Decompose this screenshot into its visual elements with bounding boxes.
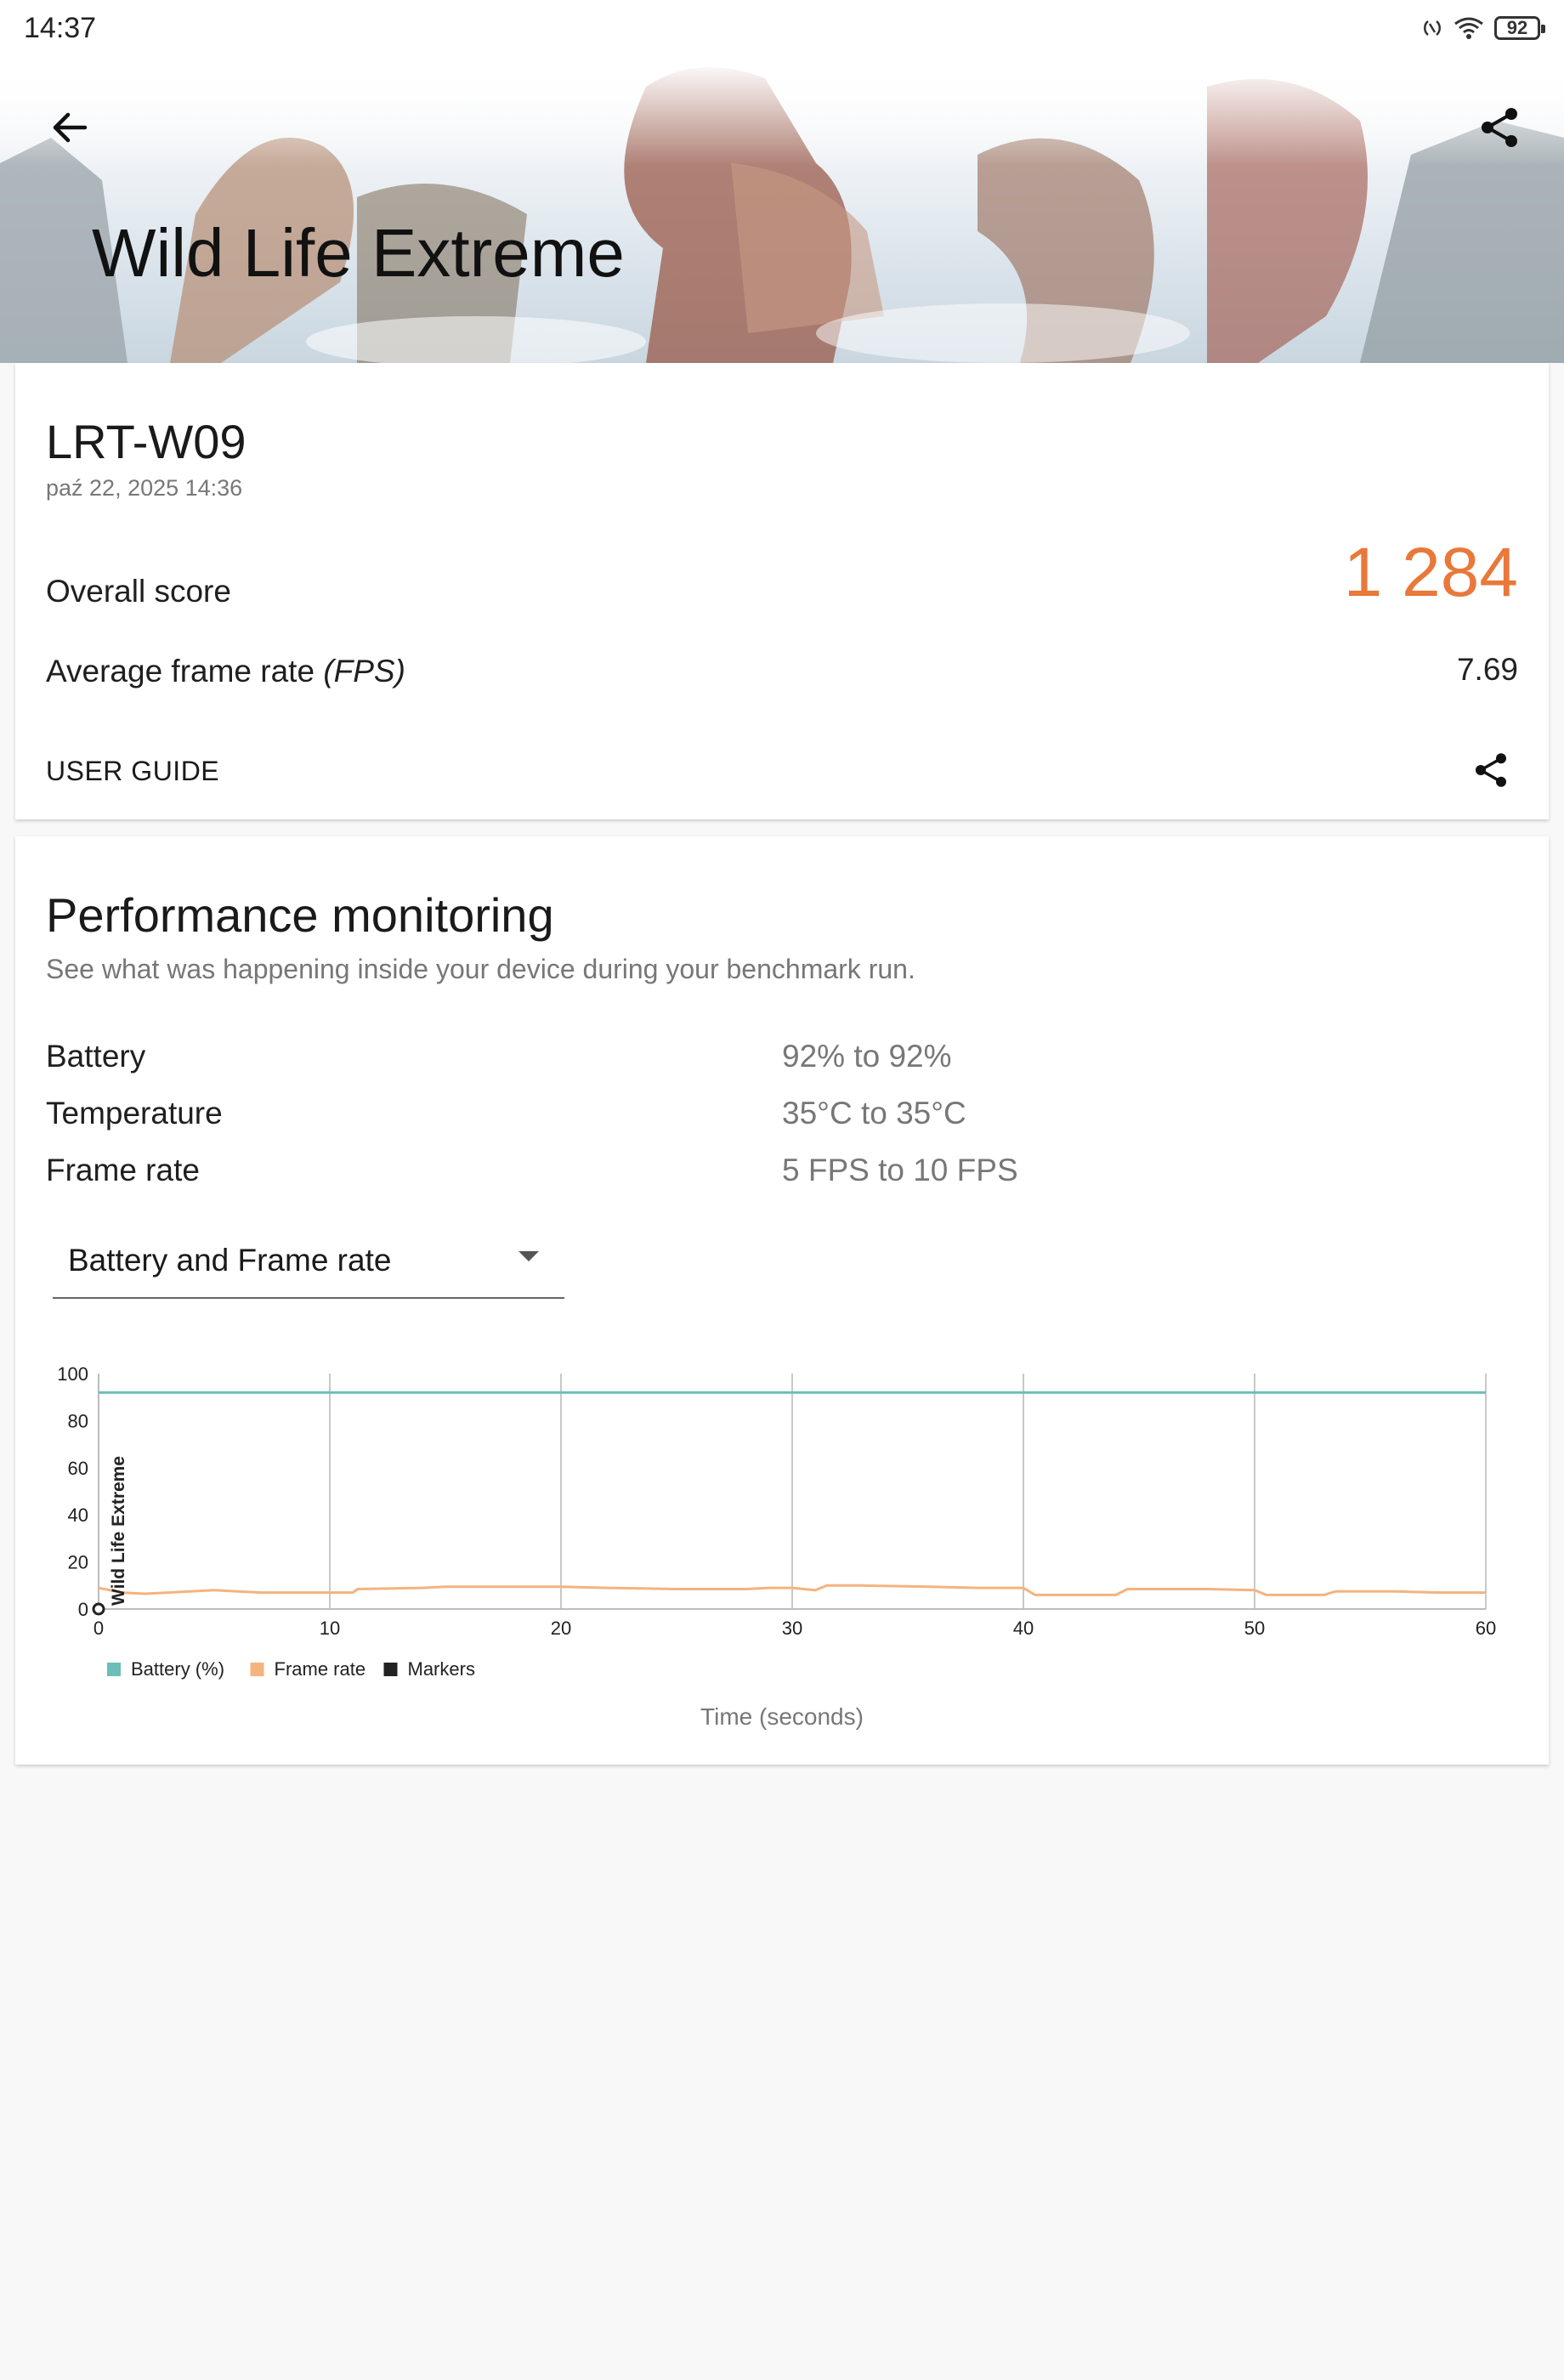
- performance-title: Performance monitoring: [46, 888, 554, 942]
- x-tick-label: 20: [551, 1618, 571, 1639]
- legend-label: Markers: [408, 1658, 475, 1680]
- marker-label: Wild Life Extreme: [109, 1456, 128, 1606]
- x-tick-label: 40: [1013, 1618, 1034, 1639]
- average-fps-label: Average frame rate (FPS): [46, 654, 405, 689]
- chart-type-dropdown[interactable]: Battery and Frame rate: [53, 1236, 564, 1299]
- y-tick-label: 0: [78, 1599, 88, 1620]
- nfc-icon: [1424, 20, 1441, 36]
- performance-card: Performance monitoring See what was happ…: [15, 836, 1549, 1765]
- back-arrow-icon[interactable]: [46, 104, 94, 151]
- battery-stat-label: Battery: [46, 1039, 146, 1074]
- x-tick-label: 30: [782, 1618, 802, 1639]
- marker-point: [92, 1602, 105, 1616]
- status-time: 14:37: [24, 12, 97, 44]
- status-bar: 14:37 92: [0, 0, 1564, 61]
- x-tick-label: 10: [320, 1618, 340, 1639]
- status-icons: 92: [1421, 15, 1545, 41]
- x-axis-label: Time (seconds): [700, 1703, 864, 1730]
- hero-banner: Wild Life Extreme: [0, 61, 1564, 363]
- framerate-stat-value: 5 FPS to 10 FPS: [782, 1153, 1018, 1187]
- y-tick-label: 100: [57, 1363, 88, 1385]
- performance-subtitle: See what was happening inside your devic…: [46, 954, 915, 984]
- share-result-icon[interactable]: [1470, 750, 1511, 790]
- share-icon[interactable]: [1476, 104, 1523, 151]
- wifi-icon: [1454, 17, 1483, 39]
- legend-label: Battery (%): [131, 1658, 224, 1680]
- chart-type-selected: Battery and Frame rate: [68, 1243, 392, 1278]
- result-card: LRT-W09 paź 22, 2025 14:36 Overall score…: [15, 363, 1549, 819]
- framerate-stat-label: Frame rate: [46, 1153, 200, 1187]
- performance-chart: 0 20 40 60 80 100 0 10 20 30 40 50 60 Wild Life Extre…: [57, 1363, 1496, 1680]
- average-fps-label-text: Average frame rate: [46, 654, 315, 688]
- y-tick-label: 40: [68, 1504, 88, 1526]
- overall-score-label: Overall score: [46, 574, 231, 609]
- hero-background-image: [0, 61, 1564, 363]
- legend-swatch: [250, 1663, 264, 1676]
- result-date: paź 22, 2025 14:36: [46, 475, 243, 501]
- y-tick-label: 80: [68, 1410, 88, 1431]
- legend-swatch: [107, 1663, 121, 1676]
- x-tick-label: 60: [1476, 1618, 1496, 1639]
- average-fps-unit: (FPS): [323, 654, 405, 688]
- dropdown-arrow-icon: [518, 1251, 539, 1261]
- legend-swatch: [383, 1663, 398, 1676]
- overall-score-value: 1 284: [1343, 534, 1518, 611]
- y-tick-label: 60: [68, 1458, 88, 1479]
- average-fps-value: 7.69: [1456, 652, 1518, 687]
- benchmark-title: Wild Life Extreme: [92, 215, 625, 291]
- temperature-stat-label: Temperature: [46, 1096, 223, 1130]
- user-guide-link[interactable]: USER GUIDE: [46, 756, 220, 786]
- battery-indicator: 92: [1494, 16, 1545, 40]
- device-name: LRT-W09: [46, 415, 246, 468]
- temperature-stat-value: 35°C to 35°C: [782, 1096, 966, 1130]
- series-line-framerate: [98, 1584, 1486, 1596]
- x-tick-label: 0: [94, 1618, 104, 1639]
- battery-stat-value: 92% to 92%: [782, 1039, 952, 1074]
- x-tick-label: 50: [1244, 1618, 1265, 1639]
- legend-label: Frame rate: [275, 1658, 366, 1680]
- y-tick-label: 20: [68, 1552, 88, 1573]
